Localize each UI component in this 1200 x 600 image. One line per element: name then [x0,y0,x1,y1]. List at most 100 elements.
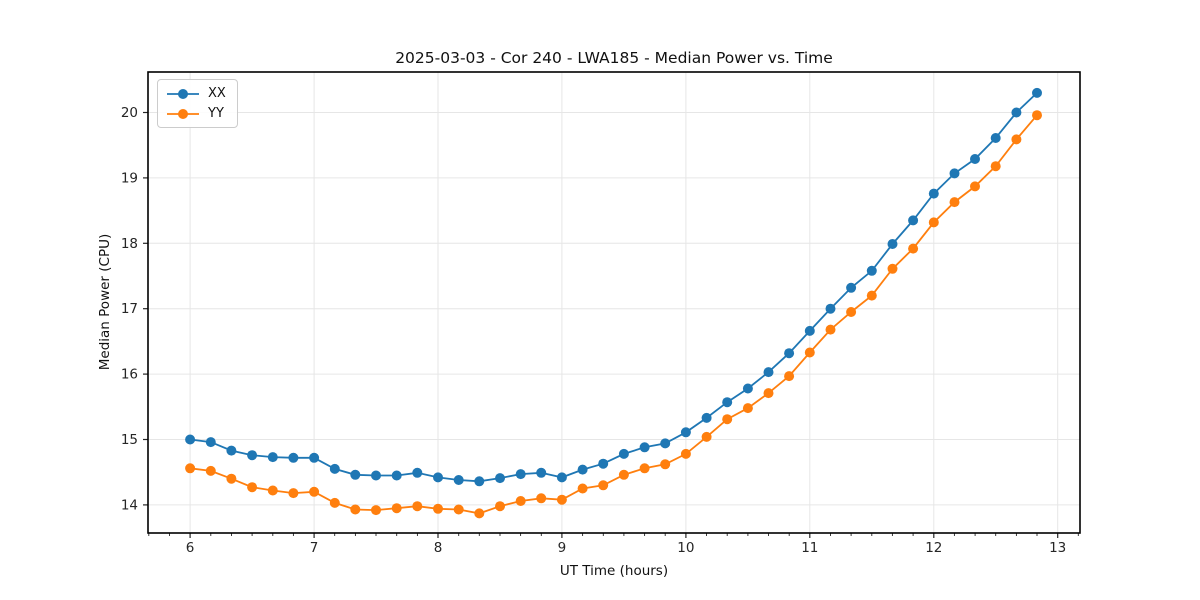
series-line [189,92,1038,483]
data-point-marker [391,470,402,481]
data-point-marker [185,463,196,474]
x-tick-label: 8 [434,540,443,556]
data-point-marker [371,505,381,516]
data-point-marker [825,324,836,335]
data-point-marker [453,504,464,515]
x-tick-label: 9 [558,540,567,556]
data-point-marker [949,197,960,208]
data-point-marker [515,469,526,480]
data-point-marker [804,325,815,336]
y-tick-label: 19 [121,170,138,186]
data-point-marker [329,497,340,508]
data-point-marker [433,503,443,514]
data-point-marker [391,503,402,514]
data-point-marker [970,181,980,192]
data-point-marker [701,431,712,442]
data-point-marker [742,383,753,394]
data-point-marker [846,307,857,317]
data-point-marker [784,348,795,359]
legend-label-yy: YY [208,106,224,121]
data-point-marker [556,472,567,483]
data-point-marker [288,452,299,463]
data-point-marker [495,473,505,484]
data-point-marker [1011,134,1022,145]
data-point-marker [309,452,320,463]
x-minor-ticks [148,533,1079,536]
legend: XX YY [157,79,238,128]
data-point-marker [226,473,237,484]
data-point-marker [928,217,939,228]
data-point-marker [226,445,237,456]
y-tick-label: 18 [121,236,138,252]
data-point-marker [288,488,299,499]
x-ticks: 6 7 8 9 10 11 12 13 [186,533,1066,556]
chart-title: 2025-03-03 - Cor 240 - LWA185 - Median P… [395,49,833,67]
legend-line-marker-swatch [167,88,199,99]
legend-item-yy: YY [166,104,226,123]
data-point-marker [185,434,196,445]
data-point-marker [205,465,216,476]
data-point-marker [309,486,320,497]
data-point-marker [722,414,733,425]
data-point-marker [267,485,278,496]
data-point-marker [928,188,939,199]
data-point-marker [990,133,1001,143]
data-point-marker [742,403,753,414]
data-point-marker [887,263,898,274]
data-point-marker [247,482,258,493]
grid [148,72,1080,533]
x-axis-label: UT Time (hours) [559,563,669,579]
data-point-marker [350,504,361,515]
data-point-marker [970,154,980,164]
data-point-marker [908,243,919,254]
y-tick-label: 20 [121,105,138,121]
data-point-marker [639,442,650,453]
data-point-marker [722,397,733,408]
data-point-marker [618,448,629,459]
plot-border [147,71,1081,534]
x-tick-label: 11 [801,540,818,556]
data-point-marker [1011,107,1022,118]
y-tick-label: 17 [121,301,138,317]
data-point-marker [474,476,485,487]
data-point-marker [515,496,526,506]
data-point-marker [949,168,960,179]
data-point-marker [680,448,691,459]
data-point-marker [908,215,919,226]
x-tick-label: 13 [1049,540,1066,556]
data-point-marker [598,458,609,469]
data-point-marker [660,438,671,449]
y-tick-label: 15 [121,432,138,448]
x-tick-label: 10 [677,540,694,556]
data-point-marker [1032,110,1042,121]
data-point-marker [846,282,857,293]
data-point-marker [412,467,423,478]
legend-line-marker-swatch [167,108,199,119]
data-point-marker [680,427,691,438]
x-tick-label: 7 [310,540,319,556]
data-point-marker [887,239,898,249]
data-point-marker [639,463,650,474]
data-point-marker [825,303,836,314]
y-tick-label: 16 [121,367,138,383]
data-point-marker [247,450,258,461]
data-point-marker [453,475,464,485]
data-point-marker [329,463,340,474]
y-ticks: 14 15 16 17 18 19 20 [121,105,148,513]
x-tick-label: 12 [925,540,942,556]
data-point-marker [556,494,567,505]
data-point-marker [701,412,712,423]
data-point-marker [784,371,795,382]
data-point-marker [371,470,381,481]
data-point-marker [495,501,505,512]
data-point-marker [660,459,671,470]
data-point-marker [350,469,361,480]
data-point-marker [866,265,877,276]
data-point-marker [205,437,216,448]
series-line [189,114,1038,515]
y-tick-label: 14 [121,497,138,513]
legend-label-xx: XX [208,86,226,101]
data-point-marker [474,508,485,519]
data-point-marker [412,501,423,512]
